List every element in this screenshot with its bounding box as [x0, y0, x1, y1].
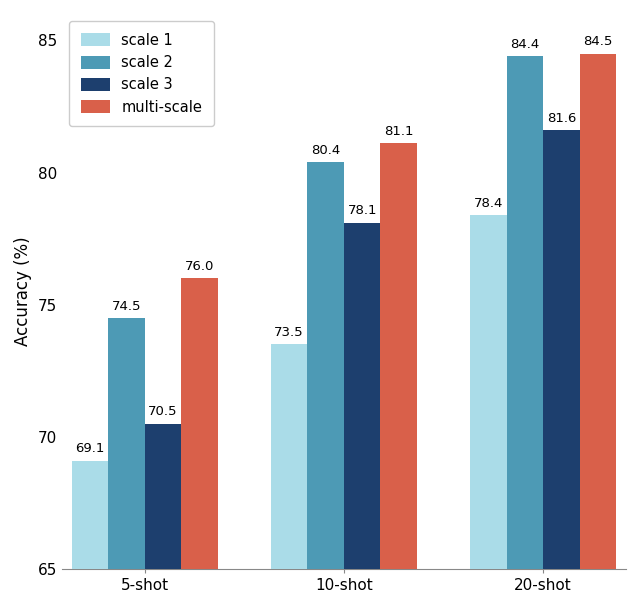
Text: 74.5: 74.5 [111, 300, 141, 313]
Bar [580, 53, 616, 569]
Bar [145, 424, 181, 569]
Text: 78.4: 78.4 [474, 197, 503, 209]
Text: 70.5: 70.5 [148, 405, 178, 418]
Text: 76.0: 76.0 [185, 260, 214, 273]
Y-axis label: Accuracy (%): Accuracy (%) [14, 237, 32, 347]
Bar [344, 223, 380, 569]
Bar [307, 162, 344, 569]
Bar [72, 461, 108, 569]
Bar [271, 344, 307, 569]
Text: 78.1: 78.1 [348, 205, 377, 217]
Text: 69.1: 69.1 [76, 443, 104, 455]
Text: 81.1: 81.1 [384, 125, 413, 138]
Bar [470, 215, 507, 569]
Bar [507, 56, 543, 569]
Bar [108, 318, 145, 569]
Legend: scale 1, scale 2, scale 3, multi-scale: scale 1, scale 2, scale 3, multi-scale [69, 21, 214, 126]
Text: 73.5: 73.5 [275, 326, 304, 339]
Bar [543, 131, 580, 569]
Text: 81.6: 81.6 [547, 112, 576, 125]
Text: 84.5: 84.5 [583, 35, 612, 49]
Bar [380, 143, 417, 569]
Bar [181, 278, 218, 569]
Text: 80.4: 80.4 [311, 144, 340, 157]
Text: 84.4: 84.4 [510, 38, 540, 51]
